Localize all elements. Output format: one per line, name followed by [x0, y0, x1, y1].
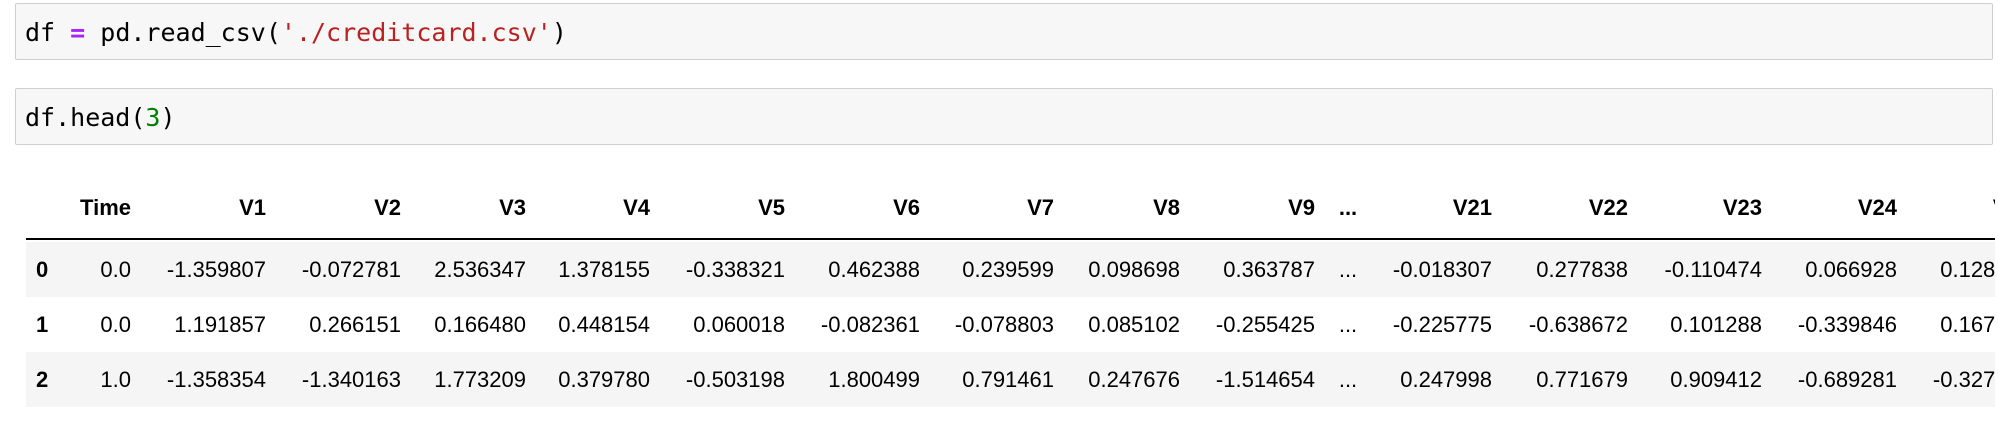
cell-value: 0.060018: [693, 312, 785, 337]
cell-value: 1.378155: [558, 257, 650, 282]
cell-value: -1.340163: [301, 367, 401, 392]
row-stripe: [26, 242, 1995, 297]
cell-value: 0.247676: [1088, 367, 1180, 392]
row-stripe: [26, 352, 1995, 407]
cell-value: 0.128539: [1940, 257, 1995, 282]
cell-value: -0.110474: [1664, 257, 1762, 282]
cell-value: 0.771679: [1536, 367, 1628, 392]
row-index: 1: [36, 312, 49, 337]
column-header: V21: [1452, 195, 1492, 220]
cell-value: -0.072781: [301, 257, 401, 282]
column-header: V1: [239, 195, 266, 220]
cell-value: -0.082361: [820, 312, 920, 337]
cell-value: 0.098698: [1088, 257, 1180, 282]
cell-value: ...: [1338, 312, 1358, 337]
cell-value: 0.066928: [1805, 257, 1897, 282]
code-token: ): [551, 18, 567, 47]
cell-value: 0.239599: [962, 257, 1054, 282]
cell-value: 0.448154: [558, 312, 650, 337]
column-header: V3: [499, 195, 526, 220]
cell-value: -0.338321: [685, 257, 785, 282]
cell-value: -1.358354: [166, 367, 266, 392]
column-header: V22: [1588, 195, 1628, 220]
row-index: 2: [36, 367, 49, 392]
column-header: V23: [1722, 195, 1762, 220]
cell-value: 0.266151: [309, 312, 401, 337]
column-header: Time: [80, 195, 131, 220]
code-token: df.head(: [25, 103, 146, 132]
cell-value: 0.791461: [962, 367, 1054, 392]
code-cell[interactable]: df.head(3): [15, 88, 1993, 145]
row-index: 0: [36, 257, 49, 282]
cell-value: ...: [1338, 257, 1358, 282]
code-token: './creditcard.csv': [280, 18, 552, 47]
code-token: 3: [145, 103, 161, 132]
cell-value: -1.359807: [166, 257, 266, 282]
column-header: ...: [1338, 195, 1358, 220]
code-token: df: [25, 18, 71, 47]
cell-value: -0.638672: [1528, 312, 1628, 337]
code-cell[interactable]: df = pd.read_csv('./creditcard.csv'): [15, 3, 1993, 60]
column-header: V25: [1892, 180, 1995, 235]
cell-value: -0.339846: [1797, 312, 1897, 337]
cell-value: 1.800499: [828, 367, 920, 392]
cell-value: 2.536347: [434, 257, 526, 282]
cell-value: 0.085102: [1088, 312, 1180, 337]
cell-value: 0.277838: [1536, 257, 1628, 282]
cell-value: 0.247998: [1400, 367, 1492, 392]
cell-value: 0.166480: [434, 312, 526, 337]
cell-value: -0.018307: [1392, 257, 1492, 282]
column-header: V9: [1288, 195, 1315, 220]
cell-value: 1.191857: [174, 312, 266, 337]
cell-value: 0.363787: [1223, 257, 1315, 282]
column-header: V2: [374, 195, 401, 220]
cell-value: -0.689281: [1797, 367, 1897, 392]
code-token: pd.read_csv(: [85, 18, 281, 47]
column-header: V5: [758, 195, 785, 220]
column-header: V7: [1027, 195, 1054, 220]
cell-value: 0.0: [100, 312, 131, 337]
column-header: V6: [893, 195, 920, 220]
cell-value: -0.078803: [954, 312, 1054, 337]
cell-value: 1.773209: [434, 367, 526, 392]
header-rule: [26, 238, 1995, 240]
cell-value: -1.514654: [1215, 367, 1315, 392]
dataframe-output: Time V1 V2 V3 V4 V5 V6 V7 V8 V9... V21 V22 V23 V24V25…: [26, 180, 1995, 420]
cell-value: -0.327642: [1932, 367, 1995, 392]
column-header: V8: [1153, 195, 1180, 220]
code-token: ): [160, 103, 176, 132]
cell-value: 0.379780: [558, 367, 650, 392]
cell-value: ...: [1338, 367, 1358, 392]
cell-value: 0.909412: [1670, 367, 1762, 392]
cell-value: -0.255425: [1215, 312, 1315, 337]
code-token: =: [70, 18, 86, 47]
cell-value: 0.462388: [828, 257, 920, 282]
column-header: V24: [1857, 195, 1897, 220]
cell-value: -0.225775: [1392, 312, 1492, 337]
cell-value: 0.0: [100, 257, 131, 282]
cell-value: -0.503198: [685, 367, 785, 392]
cell-value: 0.101288: [1670, 312, 1762, 337]
cell-value: 1.0: [100, 367, 131, 392]
column-header: V4: [623, 195, 650, 220]
cell-value: 0.167170: [1940, 312, 1995, 337]
